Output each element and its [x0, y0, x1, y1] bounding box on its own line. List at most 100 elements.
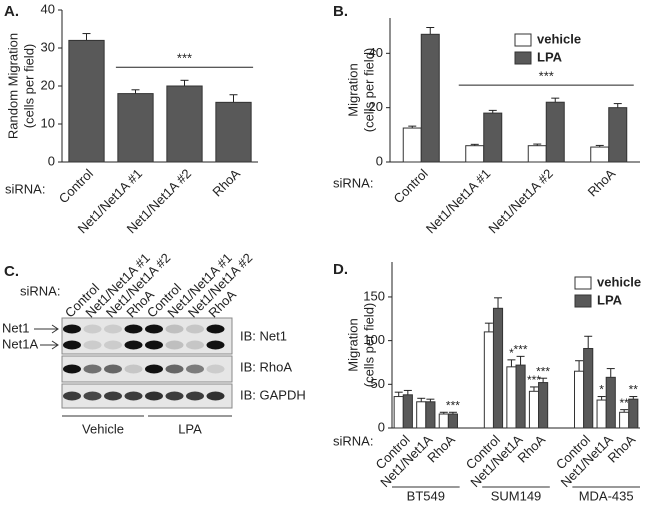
bar	[483, 331, 494, 429]
band	[83, 324, 102, 334]
annotation: ***	[177, 51, 192, 66]
legend-label: vehicle	[597, 274, 641, 289]
band	[206, 324, 225, 334]
significance: *	[509, 346, 514, 360]
bar	[393, 396, 404, 429]
legend-label: LPA	[537, 49, 563, 64]
panel-label: D.	[333, 261, 348, 278]
significance: *	[599, 383, 604, 397]
arrows	[34, 324, 59, 350]
band	[124, 364, 143, 374]
bar	[166, 85, 203, 163]
bar	[425, 401, 436, 429]
legend-swatch	[514, 51, 532, 65]
band	[145, 391, 163, 401]
band	[165, 364, 184, 374]
bar	[528, 390, 540, 429]
band	[145, 340, 163, 350]
band	[83, 364, 102, 374]
bar	[545, 101, 565, 163]
band	[186, 340, 204, 350]
band	[206, 364, 225, 374]
western-blot: C. siRNA: Net1 Net1A IB: Net1 IB: RhoA I…	[2, 250, 306, 436]
x-tick-label: Control	[391, 166, 431, 206]
band-label: Net1A	[2, 336, 38, 351]
significance: ***	[446, 398, 460, 412]
band-label: Net1	[2, 320, 29, 335]
bar	[447, 413, 458, 429]
legend-swatch	[574, 276, 592, 290]
x-tick-label: Net1/Net1A #2	[485, 166, 555, 236]
bar	[420, 33, 440, 163]
band	[165, 391, 184, 401]
significance: **	[619, 396, 629, 410]
bar	[483, 112, 503, 163]
band	[145, 364, 163, 374]
bar	[527, 145, 547, 163]
blot-label: IB: RhoA	[240, 359, 292, 374]
band	[63, 340, 81, 350]
x-prefix: siRNA:	[333, 433, 373, 448]
x-tick-label: RhoA	[209, 166, 243, 200]
bar	[628, 398, 639, 429]
band	[165, 340, 184, 350]
y-axis-label: (cells per field)	[21, 44, 36, 129]
bar	[590, 146, 610, 163]
y-axis-label: (cells per field)	[361, 303, 376, 388]
bar	[402, 127, 422, 163]
bar	[492, 307, 504, 429]
legend-swatch	[574, 294, 592, 308]
panel-label: C.	[4, 263, 19, 280]
y-tick-label: 0	[376, 153, 383, 168]
y-tick-label: 40	[41, 1, 55, 16]
bar	[619, 411, 630, 429]
bar	[596, 399, 607, 429]
x-prefix: siRNA:	[5, 181, 45, 196]
legend-swatch	[514, 33, 532, 47]
bar	[574, 370, 585, 429]
y-axis-label: Random Migration	[5, 33, 20, 139]
band	[165, 324, 184, 334]
y-axis-label: Migration	[345, 318, 360, 371]
band	[186, 324, 204, 334]
legend-label: vehicle	[537, 31, 581, 46]
band	[63, 324, 81, 334]
x-prefix: siRNA:	[20, 283, 60, 298]
bar	[506, 366, 517, 429]
group-label: LPA	[178, 421, 202, 436]
annotation: ***	[539, 69, 554, 84]
y-tick-label: 40	[369, 45, 383, 60]
band	[104, 324, 122, 334]
bar	[438, 413, 449, 429]
band	[83, 391, 102, 401]
band	[63, 391, 81, 401]
y-tick-label: 10	[41, 115, 55, 130]
x-tick-label: Control	[56, 166, 96, 206]
bar	[583, 347, 594, 429]
bar	[117, 93, 154, 163]
band	[124, 324, 143, 334]
y-tick-label: 20	[369, 99, 383, 114]
y-tick-label: 0	[48, 153, 55, 168]
y-tick-label: 50	[371, 376, 385, 391]
band	[206, 391, 225, 401]
band	[186, 391, 204, 401]
y-axis-label: Migration	[345, 63, 360, 116]
x-prefix: siRNA:	[333, 175, 373, 190]
bar	[215, 101, 252, 163]
bar	[538, 382, 549, 429]
significance: ***	[536, 364, 550, 378]
blot-frame	[61, 317, 233, 355]
panel-label: A.	[4, 3, 19, 20]
significance: ***	[527, 373, 541, 387]
y-axis-label: (cells per field)	[361, 48, 376, 133]
panel-label: B.	[333, 3, 348, 20]
group-label: MDA-435	[579, 488, 634, 503]
blot-label: IB: Net1	[240, 328, 287, 343]
blot-label: IB: GAPDH	[240, 387, 306, 402]
significance: **	[629, 383, 639, 397]
bar	[515, 364, 526, 429]
band	[124, 340, 143, 350]
bar	[605, 376, 616, 429]
